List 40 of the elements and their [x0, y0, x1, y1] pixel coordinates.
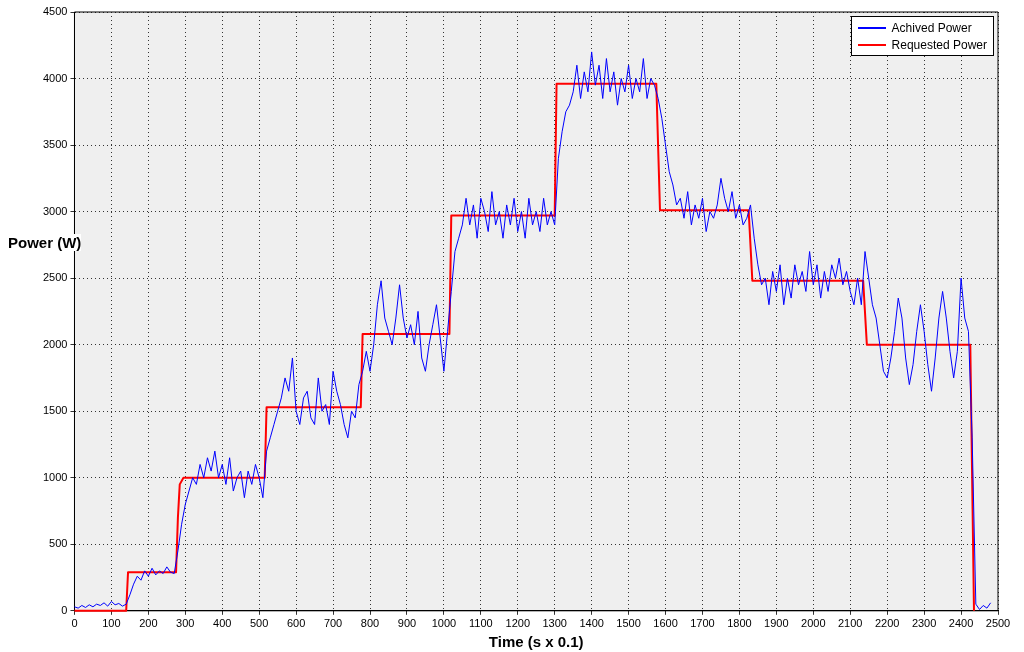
x-tick-label: 1000 [431, 617, 457, 630]
x-tick-label: 2000 [801, 617, 826, 630]
x-tick-label: 1600 [653, 617, 678, 630]
x-tick-label: 1800 [727, 617, 752, 630]
y-tick-label: 2000 [42, 337, 68, 350]
legend-label: Requested Power [891, 37, 987, 52]
y-tick-label: 4000 [42, 71, 68, 84]
x-axis-title: Time (s x 0.1) [488, 633, 584, 651]
y-tick-label: 4500 [42, 5, 68, 18]
y-tick-label: 1000 [42, 470, 68, 483]
x-tick-label: 1900 [764, 617, 789, 630]
x-tick-label: 700 [323, 617, 343, 630]
y-tick-label: 500 [49, 537, 68, 550]
x-tick-label: 2200 [874, 617, 900, 630]
y-tick-label: 0 [61, 603, 68, 616]
x-tick-label: 1500 [616, 617, 641, 630]
x-tick-label: 900 [397, 617, 417, 630]
x-tick-label: 1100 [469, 617, 493, 630]
x-tick-label: 600 [286, 617, 306, 630]
x-tick-label: 500 [250, 617, 269, 630]
y-tick-label: 1500 [42, 404, 68, 417]
x-tick-label: 2100 [837, 617, 863, 630]
x-tick-label: 1700 [690, 617, 715, 630]
x-tick-label: 1300 [542, 617, 567, 630]
y-axis-title: Power (W) [8, 233, 82, 251]
x-tick-label: 2400 [948, 617, 974, 630]
x-tick-label: 300 [176, 617, 195, 630]
x-tick-label: 100 [102, 617, 121, 630]
x-tick-label: 800 [360, 617, 380, 630]
x-tick-label: 1400 [579, 617, 604, 630]
x-tick-label: 200 [139, 617, 158, 630]
x-tick-label: 0 [71, 617, 78, 630]
x-tick-label: 1200 [505, 617, 531, 630]
y-tick-label: 3000 [42, 204, 68, 217]
y-tick-label: 3500 [42, 138, 68, 151]
y-tick-label: 2500 [42, 271, 68, 284]
legend-label: Achived Power [891, 20, 972, 35]
x-tick-label: 2300 [911, 617, 937, 630]
x-tick-label: 400 [213, 617, 232, 630]
x-tick-label: 2500 [985, 617, 1011, 630]
